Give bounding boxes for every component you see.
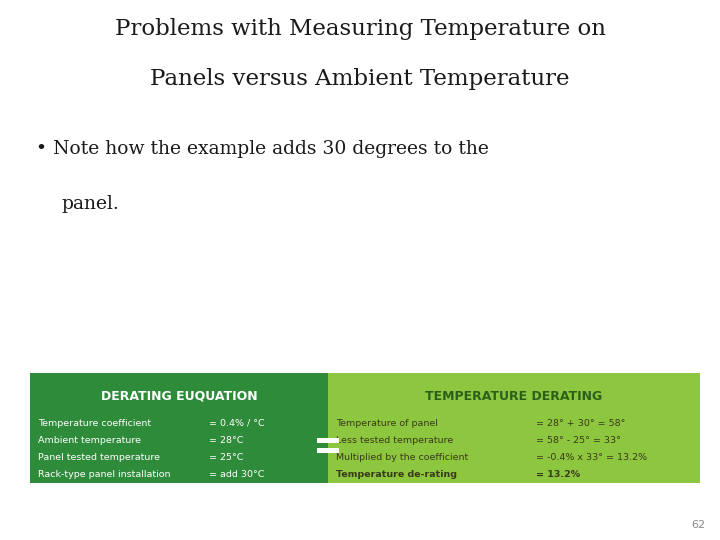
Text: Panels versus Ambient Temperature: Panels versus Ambient Temperature (150, 68, 570, 90)
FancyBboxPatch shape (317, 448, 339, 453)
Text: = -0.4% x 33° = 13.2%: = -0.4% x 33° = 13.2% (536, 453, 647, 462)
Text: = 28° + 30° = 58°: = 28° + 30° = 58° (536, 419, 626, 428)
Text: panel.: panel. (61, 195, 119, 213)
Text: = 13.2%: = 13.2% (536, 470, 580, 479)
FancyBboxPatch shape (328, 373, 700, 483)
Text: Panel tested temperature: Panel tested temperature (38, 453, 160, 462)
Text: Temperature of panel: Temperature of panel (336, 419, 438, 428)
Text: = 28°C: = 28°C (209, 436, 243, 445)
FancyBboxPatch shape (30, 373, 328, 483)
Text: Less tested temperature: Less tested temperature (336, 436, 454, 445)
Text: Ambient temperature: Ambient temperature (38, 436, 141, 445)
Text: = 58° - 25° = 33°: = 58° - 25° = 33° (536, 436, 621, 445)
Text: Temperature de-rating: Temperature de-rating (336, 470, 457, 479)
Text: TEMPERATURE DERATING: TEMPERATURE DERATING (426, 389, 603, 403)
Text: DERATING EUQUATION: DERATING EUQUATION (101, 389, 257, 403)
Text: = 25°C: = 25°C (209, 453, 243, 462)
Text: = add 30°C: = add 30°C (209, 470, 264, 479)
Text: Problems with Measuring Temperature on: Problems with Measuring Temperature on (114, 18, 606, 40)
Text: Multiplied by the coefficient: Multiplied by the coefficient (336, 453, 468, 462)
Text: Temperature coefficient: Temperature coefficient (38, 419, 151, 428)
Text: 62: 62 (691, 520, 705, 530)
FancyBboxPatch shape (317, 438, 339, 443)
Text: = 0.4% / °C: = 0.4% / °C (209, 419, 264, 428)
Text: • Note how the example adds 30 degrees to the: • Note how the example adds 30 degrees t… (36, 140, 489, 158)
Text: Rack-type panel installation: Rack-type panel installation (38, 470, 171, 479)
